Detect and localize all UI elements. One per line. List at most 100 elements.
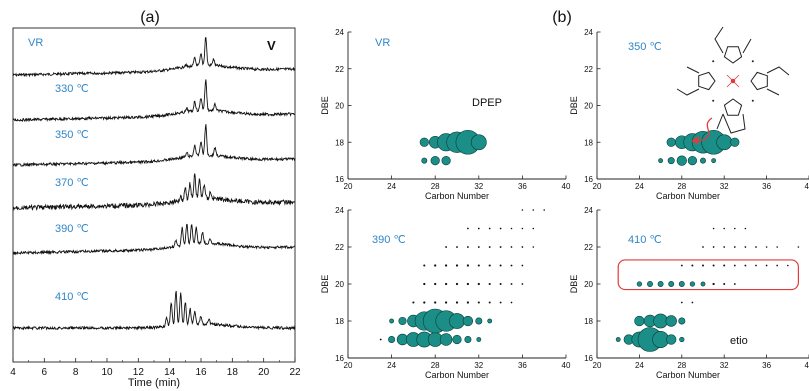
- data-point: [723, 227, 725, 230]
- dbe-plot: 20 24 28 32 36 40 16 18 20 22 24 Carbon Number DBE 41…: [569, 206, 809, 380]
- y-tick-label: 24: [584, 206, 593, 215]
- y-tick-label: 22: [335, 65, 344, 74]
- data-point: [423, 301, 426, 304]
- plot-condition-label: 350 ℃: [628, 41, 662, 53]
- y-axis-label: DBE: [320, 275, 330, 294]
- data-point: [423, 282, 426, 286]
- annotation-dpep: DPEP: [472, 97, 502, 109]
- data-point: [723, 264, 726, 267]
- dbe-plot: 20 24 28 32 36 40 16 18 20 22 24 Carbon Number DBE VR…: [320, 28, 571, 201]
- y-tick-label: 18: [584, 317, 593, 326]
- trace-label: 330 ℃: [55, 83, 89, 95]
- methyl-group: [716, 113, 724, 130]
- x-axis-label: Carbon Number: [656, 191, 720, 201]
- x-tick-label: 40: [805, 182, 809, 191]
- plot-frame-a: [12, 27, 296, 363]
- x-tick-label: 24: [387, 361, 396, 370]
- data-point: [647, 281, 653, 287]
- x-tick-label: 20: [593, 361, 602, 370]
- data-point: [712, 264, 715, 267]
- data-point: [476, 337, 482, 342]
- data-point: [379, 338, 382, 341]
- x-tick-label-a: 4: [10, 367, 16, 378]
- data-point: [434, 282, 437, 286]
- y-tick-label: 20: [335, 280, 344, 289]
- y-tick-label: 16: [335, 175, 344, 184]
- data-point: [455, 282, 459, 286]
- data-point: [477, 301, 480, 304]
- data-point: [712, 246, 715, 248]
- data-point: [521, 227, 524, 230]
- data-point: [499, 227, 502, 230]
- x-tick-label: 28: [677, 182, 686, 191]
- dbe-plots-panel: 20 24 28 32 36 40 16 18 20 22 24 Carbon Number DBE VR…: [320, 28, 809, 380]
- data-point: [487, 318, 493, 324]
- data-point: [776, 246, 778, 248]
- data-point: [702, 264, 704, 267]
- data-point: [499, 283, 502, 285]
- data-point: [636, 281, 643, 287]
- data-point: [723, 283, 726, 285]
- data-point: [466, 264, 470, 267]
- data-point: [680, 301, 683, 304]
- x-tick-label: 40: [562, 182, 571, 191]
- data-point: [797, 246, 800, 248]
- data-point: [470, 134, 487, 151]
- data-point: [532, 209, 535, 211]
- data-point: [657, 281, 664, 287]
- data-point: [712, 227, 715, 230]
- data-point: [510, 227, 513, 230]
- data-point: [700, 157, 706, 164]
- data-point: [634, 315, 645, 327]
- data-point: [734, 227, 736, 230]
- data-point: [510, 301, 513, 304]
- x-tick-label: 32: [720, 361, 729, 370]
- data-point: [466, 282, 470, 286]
- data-point: [689, 281, 696, 287]
- chromatogram-trace: [12, 79, 296, 123]
- dbe-plot: 20 24 28 32 36 40 16 18 20 22 24 Carbon Number DBE 39…: [320, 206, 571, 380]
- y-tick-label: 20: [335, 102, 344, 111]
- data-point: [521, 283, 524, 285]
- y-tick-label: 18: [584, 138, 593, 147]
- x-tick-label: 20: [344, 182, 353, 191]
- data-point: [434, 301, 437, 304]
- y-tick-label: 16: [335, 354, 344, 363]
- y-tick-label: 16: [584, 354, 593, 363]
- data-point: [744, 264, 747, 267]
- trace-label: 350 ℃: [55, 129, 89, 141]
- x-tick-label-a: 14: [164, 367, 176, 378]
- data-point: [543, 209, 545, 211]
- data-point: [678, 317, 686, 325]
- y-tick-label: 24: [584, 28, 593, 37]
- meso-carbon: [751, 60, 754, 63]
- trace-label: 410 ℃: [55, 291, 89, 303]
- y-tick-label: 22: [584, 65, 593, 74]
- y-tick-label: 22: [584, 243, 593, 252]
- data-point: [499, 246, 502, 248]
- data-point: [444, 264, 448, 267]
- data-point: [667, 157, 675, 165]
- annotation-etio: etio: [730, 335, 748, 347]
- metal-center: [730, 78, 736, 84]
- data-point: [702, 246, 704, 248]
- data-point: [723, 246, 726, 248]
- x-axis-label-a: Time (min): [128, 377, 180, 389]
- x-tick-label: 24: [635, 182, 644, 191]
- data-point: [744, 227, 747, 230]
- x-tick-label: 36: [518, 182, 527, 191]
- data-point: [455, 264, 459, 267]
- y-tick-label: 16: [584, 175, 593, 184]
- data-point: [423, 264, 426, 267]
- data-point: [532, 227, 535, 230]
- data-point: [679, 336, 685, 343]
- data-point: [712, 282, 715, 286]
- data-point: [666, 334, 677, 345]
- x-tick-label-a: 22: [289, 367, 301, 378]
- data-point: [755, 264, 757, 267]
- cyclopentane-ring: [722, 113, 746, 134]
- data-point: [658, 158, 663, 164]
- trace-label: VR: [28, 37, 43, 49]
- data-point: [455, 301, 459, 304]
- x-tick-label: 36: [762, 182, 771, 191]
